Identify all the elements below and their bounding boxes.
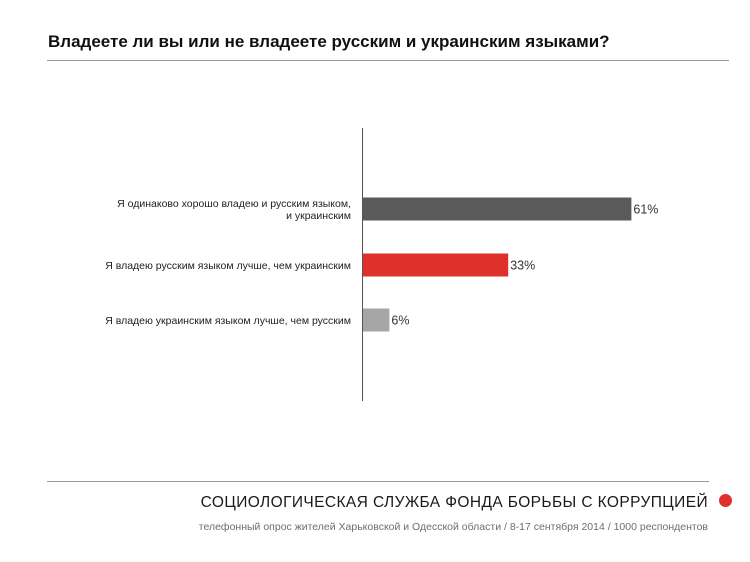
page-title: Владеете ли вы или не владеете русским и… (48, 32, 610, 51)
bar-2 (363, 253, 509, 277)
bar-value-label-1: 61% (633, 203, 658, 217)
bar-value-label-2: 33% (510, 259, 535, 273)
bar-3 (363, 308, 390, 332)
survey-source-note: телефонный опрос жителей Харьковской и О… (198, 521, 708, 533)
organization-name: СОЦИОЛОГИЧЕСКАЯ СЛУЖБА ФОНДА БОРЬБЫ С КО… (200, 494, 708, 511)
footer-divider (47, 481, 709, 482)
bar-chart: 61% Я одинаково хорошо владею и русским я… (105, 128, 658, 401)
title-divider (47, 60, 729, 61)
category-label-3: Я владею украинским языком лучше, чем ру… (105, 315, 351, 327)
category-label-2: Я владею русским языком лучше, чем украи… (105, 260, 351, 272)
brand-dot-icon (719, 494, 732, 507)
bar-1 (363, 197, 632, 221)
category-label-1: Я одинаково хорошо владею и русским язык… (117, 198, 351, 222)
bar-value-label-3: 6% (391, 314, 409, 328)
chart-bars: 61% Я одинаково хорошо владею и русским я… (105, 197, 658, 332)
